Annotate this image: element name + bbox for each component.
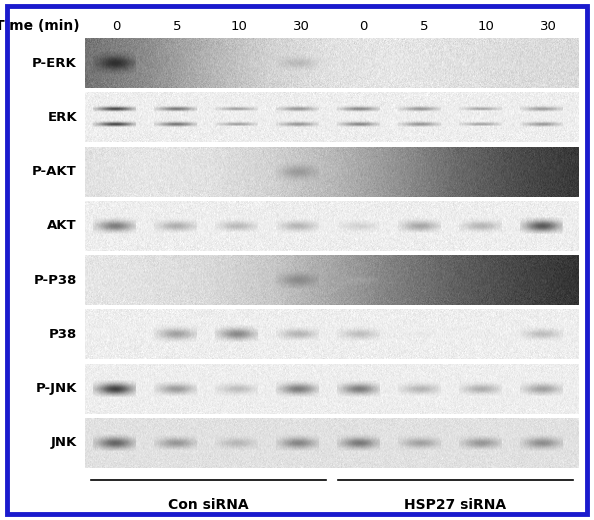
Text: ERK: ERK (48, 111, 77, 124)
Text: 30: 30 (540, 20, 557, 33)
Text: JNK: JNK (50, 436, 77, 449)
Text: 0: 0 (359, 20, 367, 33)
Text: P-JNK: P-JNK (36, 382, 77, 395)
Text: 10: 10 (231, 20, 248, 33)
Text: HSP27 siRNA: HSP27 siRNA (405, 498, 507, 512)
Text: P-P38: P-P38 (34, 274, 77, 287)
Text: 10: 10 (478, 20, 495, 33)
Text: 30: 30 (293, 20, 309, 33)
Text: P38: P38 (49, 328, 77, 341)
Text: Con siRNA: Con siRNA (168, 498, 249, 512)
Text: P-ERK: P-ERK (32, 57, 77, 70)
Text: AKT: AKT (48, 219, 77, 232)
Text: 5: 5 (173, 20, 182, 33)
Text: P-AKT: P-AKT (32, 165, 77, 178)
Text: Time (min): Time (min) (0, 19, 80, 33)
Text: 5: 5 (421, 20, 429, 33)
Text: 0: 0 (112, 20, 120, 33)
